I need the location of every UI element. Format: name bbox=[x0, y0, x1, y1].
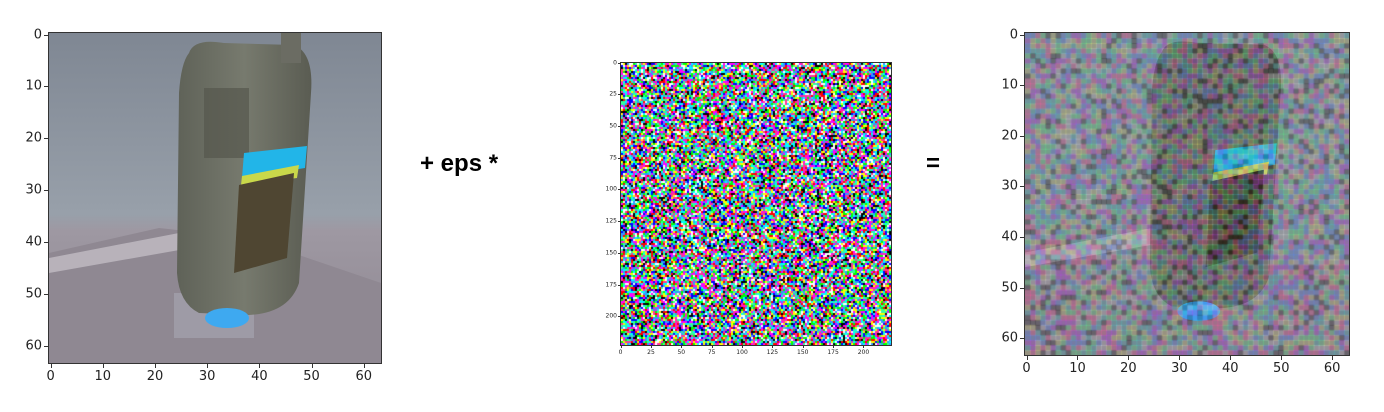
adversarial-noise-overlay bbox=[1025, 33, 1349, 355]
original-x-tick: 40 bbox=[251, 369, 268, 384]
original-image-plot bbox=[0, 0, 400, 412]
original-x-tick: 20 bbox=[146, 369, 164, 384]
noise-x-tick: 50 bbox=[677, 349, 686, 356]
adversarial-x-tick: 40 bbox=[1222, 361, 1239, 376]
original-x-tick: 0 bbox=[46, 369, 55, 384]
original-image bbox=[49, 33, 381, 363]
noise-y-tick: 175 bbox=[605, 281, 617, 288]
original-x-tick: 50 bbox=[303, 369, 320, 384]
noise-y-tick: 100 bbox=[605, 185, 617, 193]
adversarial-y-tick: 40 bbox=[1001, 229, 1018, 245]
noise-image-axes bbox=[620, 62, 892, 346]
adversarial-y-tick: 0 bbox=[1009, 27, 1018, 43]
noise-x-tick: 200 bbox=[857, 349, 870, 356]
original-y-tick: 50 bbox=[25, 286, 42, 302]
equals-operator: = bbox=[926, 150, 941, 177]
noise-image-plot bbox=[600, 0, 900, 412]
adversarial-x-tick: 60 bbox=[1323, 361, 1341, 376]
original-x-tick: 10 bbox=[94, 369, 112, 384]
original-x-tick: 30 bbox=[198, 369, 216, 384]
noise-y-tick: 25 bbox=[609, 90, 617, 98]
original-y-tick: 20 bbox=[25, 130, 42, 146]
noise-y-tick: 200 bbox=[605, 312, 617, 320]
noise-x-tick: 75 bbox=[707, 349, 716, 356]
adversarial-y-tick: 10 bbox=[1001, 77, 1018, 93]
original-y-tick: 0 bbox=[33, 27, 42, 43]
adversarial-y-tick: 50 bbox=[1001, 280, 1018, 296]
adversarial-y-tick: 60 bbox=[1001, 330, 1018, 346]
adversarial-x-tick: 0 bbox=[1022, 361, 1031, 376]
adversarial-x-tick: 10 bbox=[1069, 361, 1086, 376]
plus-eps-operator: + eps * bbox=[420, 150, 499, 177]
adversarial-x-tick: 20 bbox=[1120, 361, 1137, 376]
original-y-tick: 10 bbox=[25, 78, 42, 94]
noise-y-tick: 150 bbox=[605, 249, 617, 257]
original-y-tick: 60 bbox=[25, 338, 42, 354]
original-x-tick: 60 bbox=[355, 369, 373, 384]
adversarial-y-tick: 20 bbox=[1001, 128, 1018, 144]
noise-y-tick: 75 bbox=[609, 154, 617, 162]
noise-x-tick: 100 bbox=[736, 349, 748, 356]
noise-x-tick: 25 bbox=[647, 349, 655, 356]
original-image-axes bbox=[48, 32, 382, 364]
noise-x-tick: 0 bbox=[618, 349, 623, 356]
adversarial-y-tick: 30 bbox=[1001, 178, 1018, 194]
original-y-tick: 30 bbox=[25, 182, 42, 198]
original-y-tick: 40 bbox=[25, 234, 42, 250]
adversarial-image-axes bbox=[1024, 32, 1350, 356]
adversarial-x-tick: 30 bbox=[1171, 361, 1188, 376]
noise-y-tick: 0 bbox=[613, 59, 617, 67]
noise-image bbox=[621, 63, 891, 345]
noise-x-tick: 125 bbox=[766, 349, 779, 356]
noise-x-tick: 175 bbox=[827, 349, 839, 356]
adversarial-x-tick: 50 bbox=[1272, 361, 1290, 376]
noise-y-tick: 125 bbox=[605, 217, 617, 225]
noise-y-tick: 50 bbox=[609, 122, 617, 130]
adversarial-image-plot bbox=[980, 0, 1380, 412]
noise-x-tick: 150 bbox=[797, 349, 809, 356]
